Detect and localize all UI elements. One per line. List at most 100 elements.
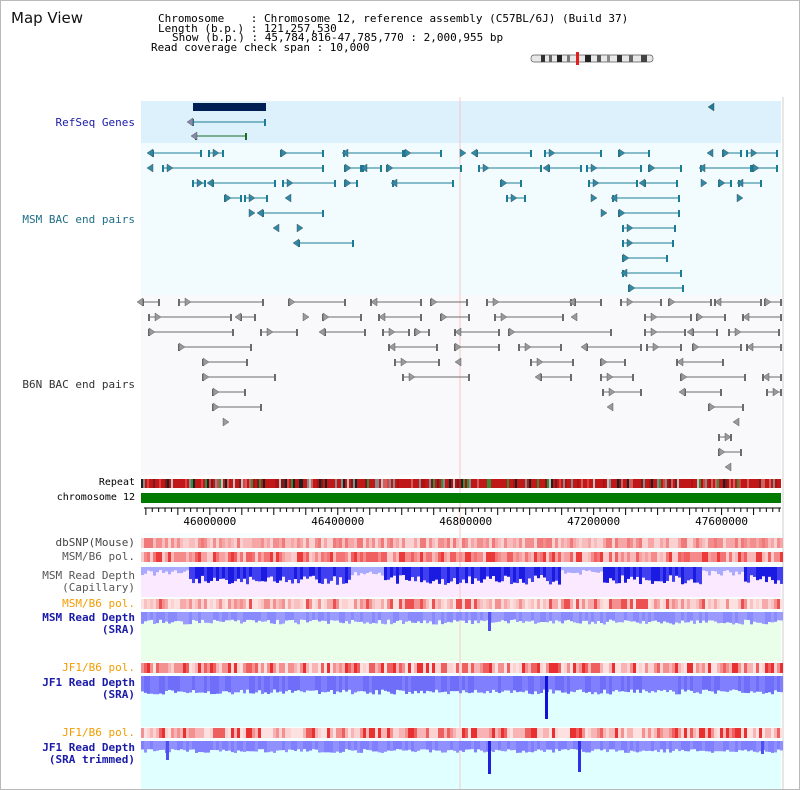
track-label-jf1-b6-pol[interactable]: JF1/B6 pol. — [62, 661, 135, 674]
track-label-msm-depth-capillary-sub: (Capillary) — [62, 581, 135, 594]
jf1-sra-depth-bar — [459, 676, 462, 694]
jf1-trim-depth-bar — [456, 741, 459, 753]
dbsnp-strip — [615, 538, 618, 548]
dbsnp-strip — [294, 538, 297, 548]
b6n-bac-end-arrow — [724, 432, 732, 442]
msm-b6-pol-sra-strip — [216, 599, 219, 609]
msm-b6-pol-sra-strip — [513, 599, 516, 609]
msm-b6-pol-strip — [264, 552, 267, 562]
msm-sra-depth-bar — [435, 612, 438, 625]
jf1-sra-depth-bar — [213, 676, 216, 695]
jf1-b6-pol-strip — [249, 663, 252, 673]
jf1-b6-pol-strip — [165, 663, 168, 673]
msm-b6-pol-sra-strip — [198, 599, 201, 609]
track-label-msm-bac[interactable]: MSM BAC end pairs — [22, 213, 135, 226]
jf1-sra-depth-bar — [171, 676, 174, 691]
msm-b6-pol-sra-strip — [771, 599, 774, 609]
jf1-sra-depth-bar — [288, 676, 291, 690]
b6n-bac-pair-end — [722, 359, 724, 366]
msm-sra-depth-bar — [606, 612, 609, 622]
msm-sra-depth-bar — [639, 612, 642, 624]
repeat-element — [159, 479, 161, 488]
track-label-jf1-b6-pol-trim[interactable]: JF1/B6 pol. — [62, 726, 135, 739]
repeat-element — [675, 479, 677, 488]
b6n-bac-pair-end — [360, 314, 362, 321]
b6n-bac-band — [141, 295, 781, 475]
track-label-jf1-depth-trim[interactable]: JF1 Read Depth — [42, 741, 135, 754]
jf1-trim-depth-bar — [327, 741, 330, 753]
track-label-msm-depth-sra[interactable]: MSM Read Depth — [42, 611, 135, 624]
repeat-element — [257, 479, 259, 488]
jf1-sra-depth-bar — [606, 676, 609, 694]
jf1-sra-depth-bar — [615, 676, 618, 690]
msm-sra-depth-bar — [594, 612, 597, 624]
dbsnp-strip — [636, 538, 639, 548]
jf1-sra-depth-bar — [636, 676, 639, 690]
jf1-trim-depth-bar — [765, 741, 768, 752]
msm-bac-end-arrow — [390, 178, 398, 188]
dbsnp-strip — [522, 538, 525, 548]
repeat-element — [383, 479, 385, 488]
jf1-b6-pol-strip — [687, 663, 690, 673]
jf1-trim-depth-bar — [417, 741, 420, 751]
jf1-b6-pol-strip — [492, 663, 495, 673]
jf1-b6-pol-trim-strip — [270, 728, 273, 738]
track-label-dbsnp[interactable]: dbSNP(Mouse) — [55, 536, 135, 549]
msm-capillary-depth-bar — [564, 567, 567, 574]
dbsnp-strip — [657, 538, 660, 548]
jf1-trim-depth-bar — [399, 741, 402, 750]
jf1-trim-depth-bar — [213, 741, 216, 750]
msm-b6-pol-strip — [474, 552, 477, 562]
jf1-b6-pol-strip — [570, 663, 573, 673]
jf1-sra-depth-bar — [504, 676, 507, 691]
jf1-trim-depth-bar — [285, 741, 288, 753]
msm-sra-depth-bar — [288, 612, 291, 621]
jf1-trim-depth-bar — [549, 741, 552, 750]
jf1-b6-pol-strip — [183, 663, 186, 673]
msm-sra-depth-bar — [753, 612, 756, 622]
msm-sra-depth-bar — [765, 612, 768, 625]
jf1-sra-depth-bar — [720, 676, 723, 692]
track-label-refseq[interactable]: RefSeq Genes — [55, 116, 135, 129]
msm-sra-depth-bar — [366, 612, 369, 623]
jf1-b6-pol-strip — [234, 663, 237, 673]
msm-capillary-depth-bar — [348, 567, 351, 580]
msm-b6-pol-strip — [219, 552, 222, 562]
repeat-element — [609, 479, 611, 488]
jf1-sra-depth-bar — [492, 676, 495, 690]
jf1-b6-pol-strip — [432, 663, 435, 673]
dbsnp-strip — [327, 538, 330, 548]
msm-b6-pol-sra-strip — [276, 599, 279, 609]
msm-capillary-depth-bar — [765, 567, 768, 583]
msm-capillary-depth-bar — [492, 567, 495, 577]
track-label-repeat[interactable]: Repeat — [98, 477, 135, 488]
track-label-msm-b6-pol[interactable]: MSM/B6 pol. — [62, 550, 135, 563]
jf1-trim-depth-bar — [498, 741, 501, 751]
msm-b6-pol-sra-strip — [459, 599, 462, 609]
repeat-element — [291, 479, 293, 488]
b6n-bac-end-arrow — [762, 372, 770, 382]
repeat-element — [375, 479, 377, 488]
b6n-bac-end-arrow — [178, 342, 186, 352]
jf1-sra-depth-bar — [618, 676, 621, 692]
track-label-msm-b6-pol-sra[interactable]: MSM/B6 pol. — [62, 597, 135, 610]
track-label-msm-depth-capillary[interactable]: MSM Read Depth — [42, 569, 135, 582]
jf1-b6-pol-trim-strip — [687, 728, 690, 738]
track-label-jf1-depth-sra[interactable]: JF1 Read Depth — [42, 676, 135, 689]
msm-sra-depth-bar — [219, 612, 222, 622]
jf1-trim-depth-bar — [432, 741, 435, 750]
jf1-trim-depth-bar — [675, 741, 678, 750]
jf1-b6-pol-trim-strip — [489, 728, 492, 738]
msm-b6-pol-sra-strip — [612, 599, 615, 609]
jf1-b6-pol-strip — [678, 663, 681, 673]
msm-bac-pair-end — [520, 180, 522, 187]
jf1-trim-depth-bar — [705, 741, 708, 752]
dbsnp-strip — [450, 538, 453, 548]
jf1-sra-depth-bar — [336, 676, 339, 692]
msm-b6-pol-sra-strip — [483, 599, 486, 609]
jf1-b6-pol-trim-strip — [771, 728, 774, 738]
track-label-b6n-bac[interactable]: B6N BAC end pairs — [22, 378, 135, 391]
msm-b6-pol-sra-strip — [549, 599, 552, 609]
msm-bac-pair-end — [322, 150, 324, 157]
